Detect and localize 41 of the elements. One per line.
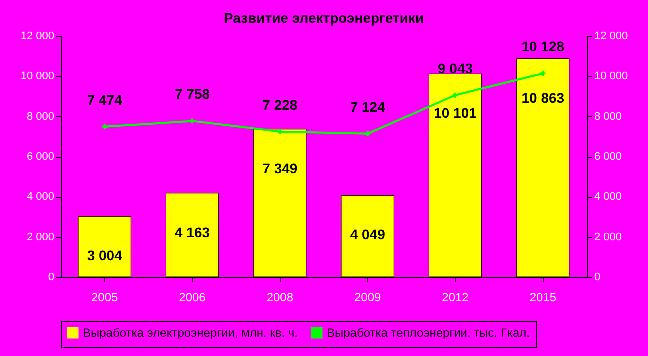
y-tick-label: 10 000 (20, 70, 54, 83)
x-tick-label: 2005 (91, 290, 119, 304)
data-label: 4 163 (174, 224, 210, 240)
data-label: 7 349 (262, 160, 298, 176)
data-label: 7 228 (262, 96, 298, 113)
y-tick-label: 8 000 (26, 110, 54, 123)
y-tick-label: 4 000 (26, 191, 54, 204)
point (540, 71, 546, 76)
y2-tick-label: 10 000 (594, 70, 628, 83)
data-label: 7 758 (174, 86, 210, 102)
y2-tick-label: 6 000 (594, 151, 622, 163)
y2-tick-label: 4 000 (594, 191, 622, 204)
y2-tick-label: 2 000 (594, 231, 622, 244)
y-tick-label: 6 000 (26, 151, 54, 163)
x-tick-label: 2006 (179, 290, 206, 304)
data-label: 9 043 (438, 60, 474, 76)
point (365, 131, 370, 136)
data-label: 4 049 (350, 226, 386, 243)
chart-title: Развитие электроэнергетики (224, 10, 424, 26)
data-label: 10 101 (434, 105, 478, 122)
data-label: 10 863 (522, 90, 565, 106)
y2-tick-label: 8 000 (594, 110, 622, 123)
y2-tick-label: 12 000 (594, 30, 628, 42)
y-tick-label: 2 000 (26, 231, 54, 244)
data-label: 3 004 (87, 248, 123, 264)
point (278, 129, 283, 134)
x-tick-label: 2009 (354, 290, 382, 304)
data-label: 10 128 (522, 38, 565, 55)
y2-tick-label: 0 (594, 272, 601, 284)
y-tick-label: 12 000 (20, 30, 54, 42)
x-tick-label: 2008 (266, 290, 294, 304)
point (453, 92, 458, 98)
y-tick-label: 0 (48, 272, 54, 284)
data-label: 7 474 (87, 92, 123, 108)
x-tick-label: 2015 (530, 290, 557, 304)
point (190, 118, 195, 124)
data-label: 7 124 (350, 98, 386, 115)
legend-label: Выработка электроэнергии, млн. кв. ч. (83, 326, 298, 340)
legend-label: Выработка теплоэнергии, тыс. Гкал. (327, 326, 530, 340)
point (102, 124, 108, 130)
x-tick-label: 2012 (442, 290, 470, 304)
